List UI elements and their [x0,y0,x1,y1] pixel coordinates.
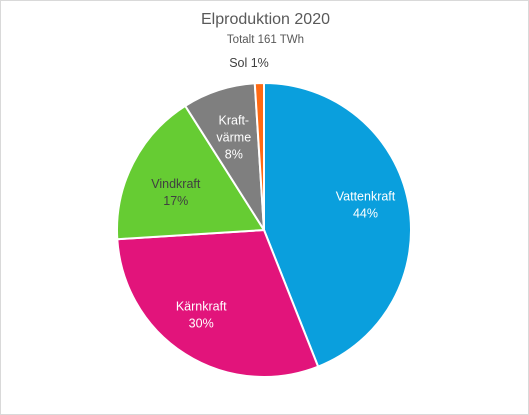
slice-label-line: 30% [189,317,214,331]
chart-title: Elproduktion 2020 [201,11,330,28]
slice-label-line: Kraft- [219,113,250,127]
slice-karnkraft [116,229,320,378]
slice-label-line: 17% [163,194,188,208]
slice-label-line: Vindkraft [151,177,201,191]
slice-label-line: Vattenkraft [336,189,396,203]
slice-sol [253,82,265,231]
slice-vindkraft [116,104,265,241]
slice-label-line: 44% [353,206,378,220]
slice-label-vindkraft: Vindkraft 17% [151,177,201,208]
slice-label-line: 8% [225,147,243,161]
slice-label-line: Sol 1% [229,56,269,70]
slice-label-kraftvarme: Kraft-värme 8% [216,113,251,161]
slice-label-sol: Sol 1% [229,56,269,70]
slice-label-karnkraft: Kärnkraft 30% [176,300,227,331]
slice-label-line: värme [216,130,251,144]
chart-subtitle: Totalt 161 TWh [226,34,305,46]
slice-label-vattenkraft: Vattenkraft 44% [336,189,396,220]
slice-vattenkraft [263,82,412,368]
slice-label-line: Kärnkraft [176,300,227,314]
